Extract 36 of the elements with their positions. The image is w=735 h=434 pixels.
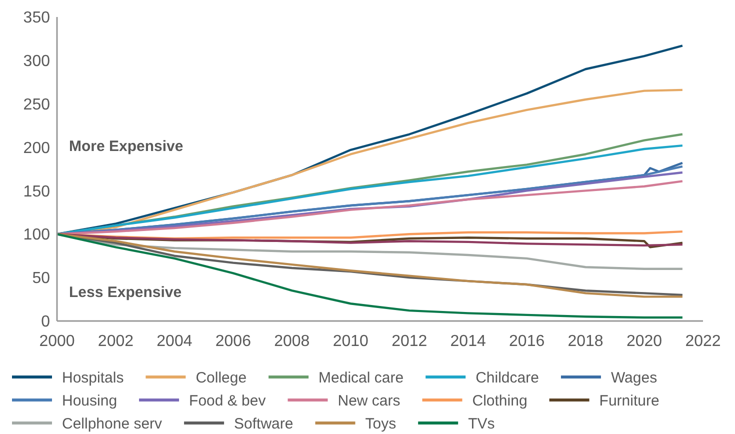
legend-label: Hospitals xyxy=(62,369,124,386)
annotation: More Expensive xyxy=(69,138,184,155)
y-tick-label: 100 xyxy=(23,226,50,244)
y-tick-label: 350 xyxy=(23,10,50,27)
legend-label: Food & bev xyxy=(189,392,266,410)
x-tick-label: 2016 xyxy=(509,333,545,350)
x-tick-label: 2012 xyxy=(392,333,428,350)
y-tick-label: 150 xyxy=(23,183,50,200)
x-tick-label: 2018 xyxy=(568,333,604,350)
legend-label: College xyxy=(196,369,247,386)
legend-label: Childcare xyxy=(476,369,539,386)
x-tick-label: 2014 xyxy=(450,333,486,350)
y-tick-label: 300 xyxy=(23,53,50,70)
legend-label: New cars xyxy=(338,392,400,410)
x-tick-label: 2006 xyxy=(215,333,252,350)
x-tick-label: 2010 xyxy=(332,333,369,350)
x-tick-label: 2020 xyxy=(626,333,662,350)
x-tick-label: 2022 xyxy=(685,333,721,350)
x-tick-label: 2002 xyxy=(98,333,134,350)
legend-label: Medical care xyxy=(318,369,404,386)
legend-label: Toys xyxy=(365,415,396,432)
y-tick-label: 0 xyxy=(41,314,50,331)
legend-label: Wages xyxy=(610,369,658,386)
y-tick-label: 250 xyxy=(23,96,50,114)
x-tick-label: 2004 xyxy=(156,333,192,350)
legend-label: Cellphone serv xyxy=(62,415,163,432)
legend-label: Housing xyxy=(62,392,118,410)
legend-label: Furniture xyxy=(599,392,660,410)
legend-label: Software xyxy=(234,415,294,432)
y-tick-label: 200 xyxy=(23,140,50,157)
legend-label: Clothing xyxy=(472,392,528,410)
x-tick-label: 2000 xyxy=(39,333,75,350)
y-tick-label: 50 xyxy=(32,270,50,288)
x-tick-label: 2008 xyxy=(274,333,310,350)
legend-label: TVs xyxy=(468,415,495,432)
annotation: Less Expensive xyxy=(69,284,182,301)
